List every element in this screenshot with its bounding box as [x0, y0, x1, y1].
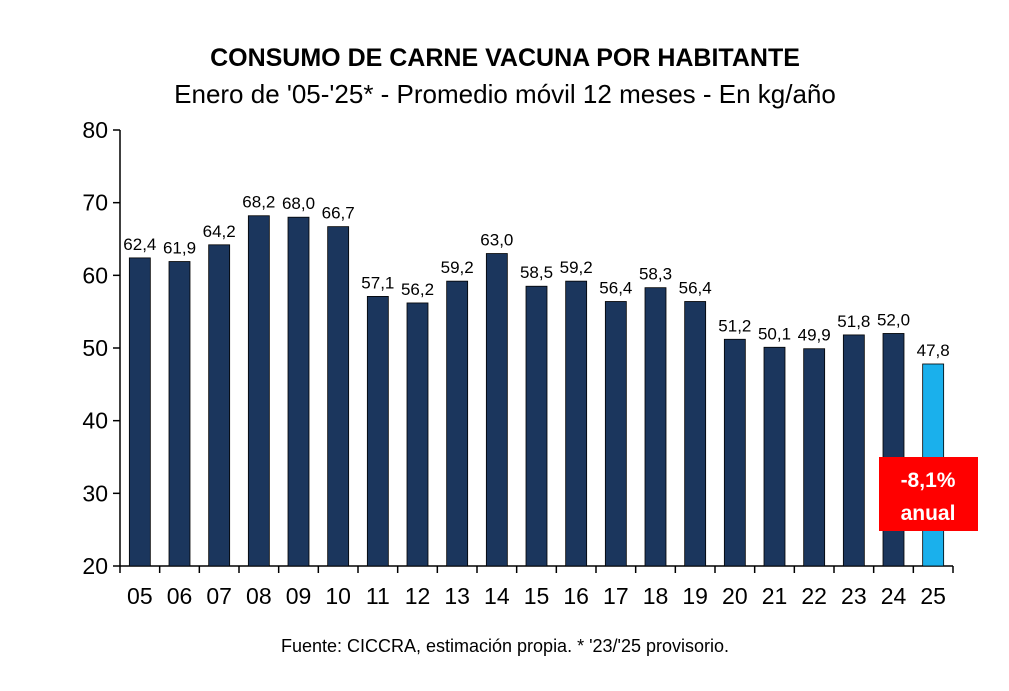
x-tick-label: 09	[286, 583, 312, 609]
y-tick-label: 70	[82, 190, 108, 216]
data-label: 57,1	[361, 273, 394, 292]
data-label: 50,1	[758, 324, 791, 343]
bar	[604, 301, 627, 567]
x-tick-label: 11	[366, 583, 390, 609]
data-label: 58,5	[520, 263, 553, 282]
y-tick-label: 60	[82, 262, 108, 288]
bar	[446, 280, 469, 567]
x-tick-label: 23	[841, 583, 867, 609]
x-tick-label: 22	[801, 583, 827, 609]
bar	[882, 333, 905, 567]
x-tick-label: 06	[167, 583, 193, 609]
bar	[684, 301, 707, 567]
bar	[208, 244, 231, 567]
bar	[168, 261, 191, 567]
x-tick-label: 24	[881, 583, 907, 609]
data-label: 52,0	[877, 310, 910, 329]
y-tick-label: 80	[82, 117, 108, 143]
x-tick-label: 10	[325, 583, 351, 609]
chart-subtitle: Enero de '05-'25* - Promedio móvil 12 me…	[174, 79, 836, 109]
annotation-line2: anual	[901, 502, 956, 525]
bar	[763, 346, 786, 567]
annotation-box: -8,1% anual	[879, 457, 978, 531]
data-label: 47,8	[917, 341, 950, 360]
data-label: 56,4	[679, 278, 712, 297]
bar	[327, 226, 350, 567]
data-label: 58,3	[639, 265, 672, 284]
x-tick-label: 18	[643, 583, 669, 609]
data-label: 49,9	[798, 326, 831, 345]
data-label: 56,4	[599, 278, 632, 297]
x-tick-label: 25	[920, 583, 946, 609]
data-label: 51,8	[837, 312, 870, 331]
x-tick-label: 08	[246, 583, 272, 609]
data-label: 56,2	[401, 280, 434, 299]
chart-title: CONSUMO DE CARNE VACUNA POR HABITANTE	[210, 44, 800, 72]
data-label: 61,9	[163, 239, 196, 258]
data-label: 62,4	[123, 235, 156, 254]
x-tick-label: 21	[762, 583, 788, 609]
data-label: 66,7	[322, 204, 355, 223]
x-tick-label: 16	[563, 583, 589, 609]
bar	[525, 285, 548, 567]
y-tick-label: 20	[82, 553, 108, 579]
bar	[406, 302, 429, 567]
data-label: 64,2	[203, 222, 236, 241]
x-tick-label: 14	[484, 583, 510, 609]
bar	[287, 216, 310, 567]
bar	[803, 348, 826, 567]
annotation-background	[879, 457, 978, 531]
bar	[366, 296, 389, 567]
x-tick-label: 13	[444, 583, 470, 609]
x-tick-label: 07	[206, 583, 232, 609]
bar	[644, 287, 667, 567]
x-tick-label: 17	[603, 583, 629, 609]
y-tick-label: 30	[82, 480, 108, 506]
x-tick-label: 05	[127, 583, 153, 609]
data-label: 68,0	[282, 194, 315, 213]
data-label: 68,2	[242, 193, 275, 212]
x-tick-label: 15	[524, 583, 550, 609]
data-label: 51,2	[718, 316, 751, 335]
data-label: 59,2	[441, 258, 474, 277]
bar	[842, 334, 865, 567]
annotation-line1: -8,1%	[901, 469, 956, 492]
x-tick-label: 19	[682, 583, 708, 609]
data-label: 59,2	[560, 258, 593, 277]
y-tick-label: 50	[82, 335, 108, 361]
bar	[247, 215, 270, 567]
data-label: 63,0	[480, 231, 513, 250]
x-tick-label: 12	[405, 583, 431, 609]
source-note: Fuente: CICCRA, estimación propia. * '23…	[281, 636, 729, 656]
bar	[485, 253, 508, 567]
bar	[723, 338, 746, 567]
x-tick-label: 20	[722, 583, 748, 609]
bar	[128, 257, 151, 567]
bar	[565, 280, 588, 567]
y-tick-label: 40	[82, 408, 108, 434]
